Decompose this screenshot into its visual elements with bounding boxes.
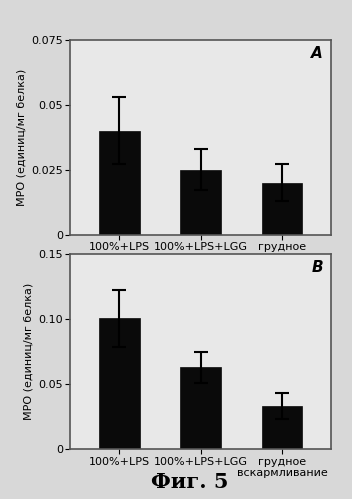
Text: B: B: [312, 260, 323, 275]
Y-axis label: МРО (единиц/мг белка): МРО (единиц/мг белка): [17, 68, 27, 206]
Text: Фиг. 5: Фиг. 5: [151, 472, 229, 492]
Text: A: A: [311, 46, 323, 61]
Bar: [262, 406, 302, 449]
Bar: [180, 367, 221, 449]
Y-axis label: МРО (единиц/мг белка): МРО (единиц/мг белка): [24, 283, 34, 421]
Bar: [99, 131, 140, 235]
Bar: [99, 318, 140, 449]
Bar: [262, 183, 302, 235]
Bar: [180, 170, 221, 235]
